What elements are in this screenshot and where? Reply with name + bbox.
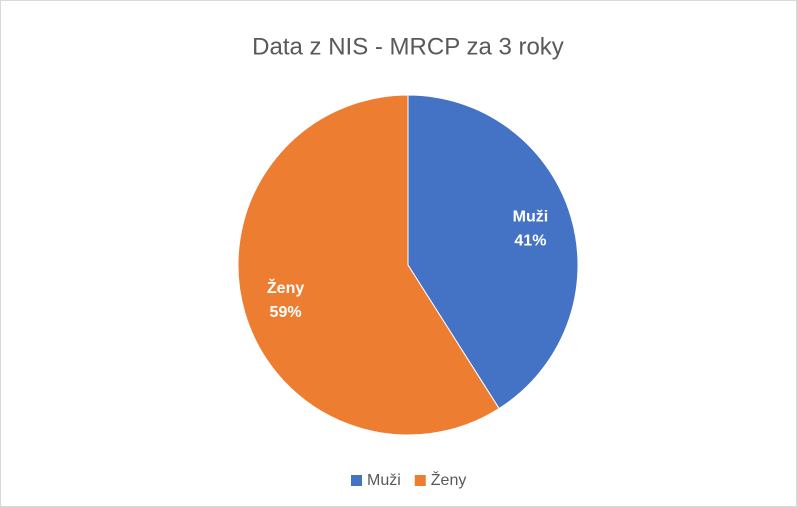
- slice-value-label: 41%: [514, 233, 546, 250]
- legend-label: Ženy: [431, 470, 467, 489]
- chart-title: Data z NIS - MRCP za 3 roky: [252, 33, 564, 60]
- slice-category-label: Muži: [513, 209, 549, 226]
- slice-category-label: Ženy: [267, 278, 304, 297]
- slice-value-label: 59%: [270, 304, 302, 321]
- pie-slice: [407, 94, 579, 410]
- legend-swatch: [351, 475, 362, 486]
- pie-slice: [237, 94, 500, 436]
- legend-label: Muži: [367, 472, 401, 489]
- legend-swatch: [414, 475, 426, 486]
